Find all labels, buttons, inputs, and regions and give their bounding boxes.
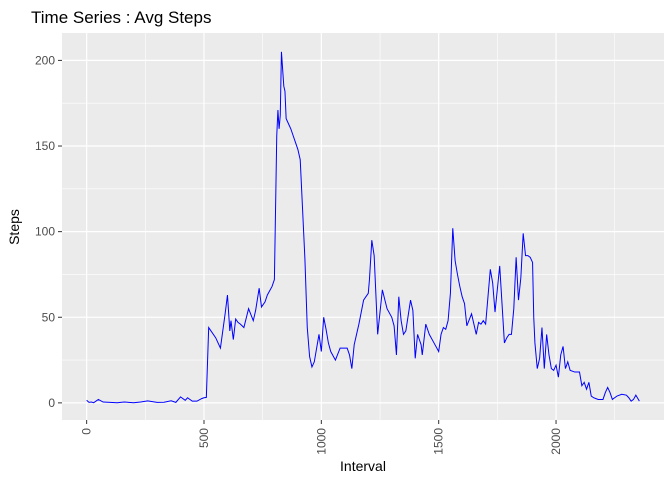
y-tick-label: 150 xyxy=(35,139,55,153)
y-tick-label: 50 xyxy=(42,310,56,324)
x-axis-ticks: 0 500 1000 1500 2000 xyxy=(80,420,563,455)
x-tick-label: 500 xyxy=(197,428,211,448)
y-axis-label: Steps xyxy=(6,209,22,245)
y-tick-label: 100 xyxy=(35,225,55,239)
y-tick-label: 200 xyxy=(35,53,55,67)
grid-minor xyxy=(62,33,664,420)
x-tick-label: 0 xyxy=(80,428,94,435)
x-tick-label: 1500 xyxy=(432,428,446,455)
grid-major xyxy=(62,33,664,420)
plot-panel xyxy=(62,33,664,420)
x-tick-label: 2000 xyxy=(549,428,563,455)
y-axis-ticks: 0 50 100 150 200 xyxy=(35,53,62,410)
x-axis-label: Interval xyxy=(340,458,386,474)
x-tick-label: 1000 xyxy=(314,428,328,455)
y-tick-label: 0 xyxy=(48,396,55,410)
chart-title: Time Series : Avg Steps xyxy=(31,8,211,27)
series-line-avg-steps xyxy=(86,51,640,404)
